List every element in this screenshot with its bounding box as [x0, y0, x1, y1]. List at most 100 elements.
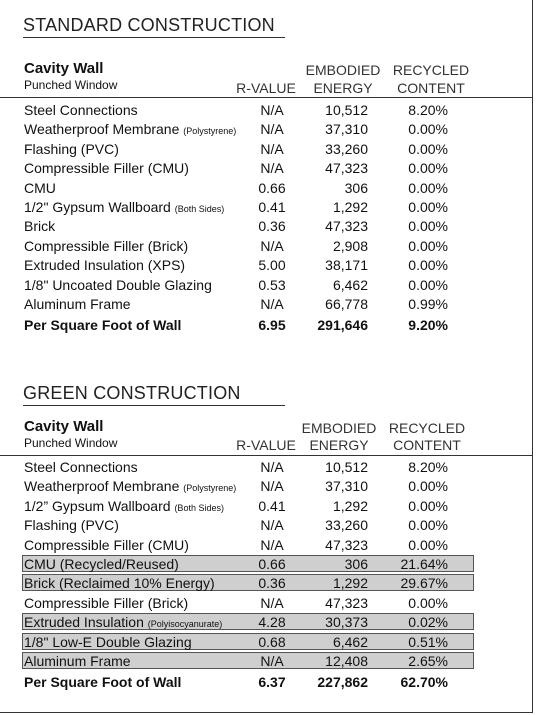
assembly-subtitle: Punched Window: [24, 78, 118, 92]
header-recycled: RECYCLED: [388, 420, 466, 436]
total-rvalue: 6.37: [258, 674, 286, 691]
material-name: 1/8" Uncoated Double Glazing: [24, 277, 212, 293]
recycled-content-cell: 0.00%: [408, 536, 448, 553]
embodied-energy-cell: 33,260: [325, 517, 368, 534]
material-label: Weatherproof Membrane: [24, 478, 180, 495]
rvalue-cell: N/A: [260, 459, 284, 475]
material-name: Aluminum Frame: [24, 653, 131, 669]
recycled-content-cell: 0.99%: [408, 295, 448, 312]
rvalue-cell: 0.41: [258, 198, 286, 215]
rvalue-cell: N/A: [260, 478, 284, 495]
material-name: 1/2" Gypsum Wallboard (Both Sides): [24, 199, 224, 215]
rvalue-cell: 0.68: [258, 633, 286, 650]
material-label: 1/2" Gypsum Wallboard: [24, 198, 171, 215]
recycled-content-cell: 0.00%: [408, 594, 448, 611]
material-label: Compressible Filler (Brick): [24, 237, 189, 254]
header-energy: ENERGY: [309, 437, 369, 453]
material-name: Aluminum Frame: [24, 296, 131, 312]
total-recycled: 9.20%: [408, 317, 448, 334]
embodied-energy-cell: 1,292: [332, 575, 368, 592]
embodied-energy-cell: 6,462: [332, 276, 368, 293]
embodied-energy-cell: 10,512: [325, 459, 368, 475]
embodied-energy-cell: 10,512: [325, 102, 368, 118]
material-label: Aluminum Frame: [24, 295, 131, 312]
rvalue-cell: 4.28: [258, 614, 286, 631]
recycled-content-cell: 0.00%: [408, 121, 448, 138]
material-label: Brick: [24, 218, 56, 235]
assembly-subtitle: Punched Window: [24, 436, 118, 450]
total-energy: 227,862: [317, 674, 368, 691]
rvalue-cell: 0.66: [258, 179, 286, 196]
table-row: 1/8" Low-E Double Glazing 0.68 6,462 0.51%: [0, 632, 533, 652]
material-name: 1/2” Gypsum Wallboard (Both Sides): [24, 498, 224, 514]
material-name: 1/8" Low-E Double Glazing: [24, 634, 192, 650]
embodied-energy-cell: 306: [344, 555, 368, 572]
rvalue-cell: 0.53: [258, 276, 286, 293]
material-rows: Steel Connections N/A 10,512 8.20% Weatherpr…: [0, 101, 533, 336]
recycled-content-cell: 0.00%: [408, 160, 448, 177]
embodied-energy-cell: 33,260: [325, 140, 368, 157]
section-title: GREEN CONSTRUCTION: [23, 383, 285, 406]
material-label: Compressible Filler (Brick): [24, 594, 189, 611]
material-name: Extruded Insulation (XPS): [24, 257, 185, 273]
material-name: Brick: [24, 218, 55, 234]
material-label: Steel Connections: [24, 102, 138, 118]
embodied-energy-cell: 47,323: [325, 536, 368, 553]
header-divider: [0, 97, 533, 98]
material-label: Extruded Insulation (XPS): [24, 257, 186, 274]
recycled-content-cell: 0.00%: [408, 478, 448, 495]
embodied-energy-cell: 1,292: [332, 198, 368, 215]
embodied-energy-cell: 66,778: [325, 295, 368, 312]
table-row: Compressible Filler (CMU) N/A 47,323 0.00%: [0, 159, 533, 178]
material-name: Extruded Insulation (Polyisocyanurate): [24, 614, 222, 630]
material-note: (Both Sides): [174, 502, 224, 513]
material-name: CMU (Recycled/Reused): [24, 556, 179, 572]
recycled-content-cell: 0.00%: [408, 179, 448, 196]
recycled-content-cell: 0.00%: [408, 276, 448, 293]
material-name: Flashing (PVC): [24, 141, 119, 157]
table-row: Brick 0.36 47,323 0.00%: [0, 217, 533, 236]
rvalue-cell: N/A: [260, 295, 284, 312]
material-name: Weatherproof Membrane (Polystyrene): [24, 478, 236, 494]
total-row: Per Square Foot of Wall 6.95 291,646 9.20%: [0, 316, 533, 335]
embodied-energy-cell: 2,908: [332, 237, 368, 254]
table-row: Flashing (PVC) N/A 33,260 0.00%: [0, 516, 533, 535]
total-row: Per Square Foot of Wall 6.37 227,862 62.70%: [0, 673, 533, 692]
recycled-content-cell: 0.00%: [408, 198, 448, 215]
material-name: Compressible Filler (CMU): [24, 537, 189, 553]
material-name: Compressible Filler (Brick): [24, 595, 188, 611]
table-row: Steel Connections N/A 10,512 8.20%: [0, 101, 533, 120]
assembly-title: Cavity Wall: [24, 418, 104, 435]
rvalue-cell: N/A: [260, 160, 284, 177]
header-rvalue: R-VALUE: [236, 80, 296, 96]
table-row: Weatherproof Membrane (Polystyrene) N/A 37…: [0, 477, 533, 496]
recycled-content-cell: 0.00%: [408, 218, 448, 235]
header-rvalue: R-VALUE: [236, 437, 296, 453]
embodied-energy-cell: 47,323: [325, 594, 368, 611]
material-label: 1/8" Uncoated Double Glazing: [24, 276, 212, 293]
material-name: Brick (Reclaimed 10% Energy): [24, 575, 215, 591]
total-recycled: 62.70%: [400, 674, 448, 691]
material-label: Aluminum Frame: [24, 652, 131, 669]
table-row: CMU (Recycled/Reused) 0.66 306 21.64%: [0, 554, 533, 574]
table-row: Compressible Filler (CMU) N/A 47,323 0.00%: [0, 536, 533, 555]
embodied-energy-cell: 37,310: [325, 478, 368, 495]
header-recycled: RECYCLED: [392, 62, 470, 78]
assembly-title: Cavity Wall: [24, 60, 104, 77]
table-row: 1/2" Gypsum Wallboard (Both Sides) 0.41 1,…: [0, 198, 533, 217]
rvalue-cell: N/A: [260, 121, 284, 138]
material-label: 1/8" Low-E Double Glazing: [24, 633, 192, 650]
material-name: Flashing (PVC): [24, 517, 119, 533]
rvalue-cell: 0.41: [258, 497, 286, 514]
header-content: CONTENT: [397, 80, 465, 96]
material-label: Brick (Reclaimed 10% Energy): [24, 575, 215, 592]
material-note: (Polyisocyanurate): [147, 619, 223, 630]
rvalue-cell: N/A: [260, 652, 284, 669]
rvalue-cell: N/A: [260, 140, 284, 157]
rvalue-cell: N/A: [260, 237, 284, 254]
section-title: STANDARD CONSTRUCTION: [23, 15, 285, 38]
material-label: Compressible Filler (CMU): [24, 536, 189, 553]
header-embodied: EMBODIED: [305, 62, 381, 78]
material-label: Compressible Filler (CMU): [24, 160, 189, 177]
material-label: CMU: [24, 179, 56, 196]
